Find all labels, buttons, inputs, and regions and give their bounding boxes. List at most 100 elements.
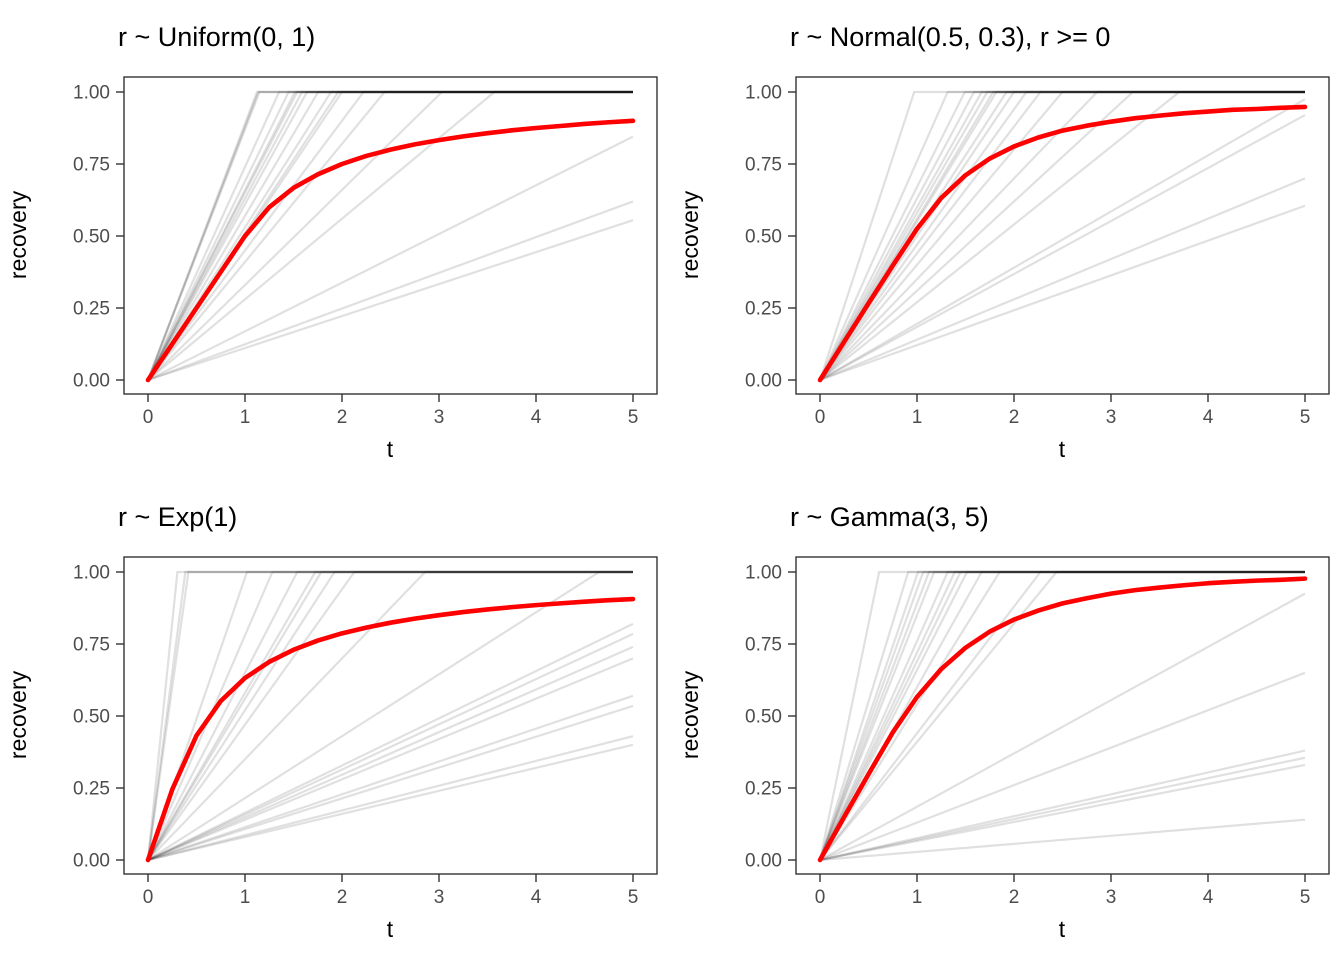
y-tick-label: 0.50 <box>745 707 782 728</box>
y-tick-label: 0.50 <box>73 707 110 728</box>
recovery-trajectory-line <box>147 570 633 861</box>
recovery-trajectory-line <box>147 632 634 861</box>
x-tick-label: 1 <box>240 887 251 908</box>
recovery-trajectory-line <box>146 90 633 381</box>
x-tick-label: 1 <box>240 407 251 428</box>
recovery-trajectory-line <box>819 671 1306 862</box>
recovery-trajectory-line <box>819 749 1306 862</box>
y-tick-label: 1.00 <box>745 83 782 104</box>
recovery-trajectory-line <box>146 90 633 381</box>
y-tick-label: 1.00 <box>745 563 782 584</box>
recovery-trajectory-line <box>147 570 633 861</box>
recovery-trajectory-line <box>147 135 634 381</box>
x-axis-title: t <box>1059 916 1066 942</box>
y-tick-label: 0.25 <box>73 299 110 320</box>
plot-exp: 0 1 2 3 4 50.000.250.500.751.00 r ~ Exp(1) t … <box>5 502 658 942</box>
x-tick-label: 3 <box>1106 407 1117 428</box>
recovery-trajectory-line <box>819 763 1306 862</box>
recovery-trajectory-line <box>147 735 634 862</box>
recovery-trajectory-line <box>819 90 1305 381</box>
recovery-trajectory-line <box>819 570 1305 861</box>
y-tick-label: 0.75 <box>745 635 782 656</box>
y-axis-title: recovery <box>677 190 703 279</box>
recovery-trajectory-line <box>147 90 633 381</box>
y-axis-title: recovery <box>5 190 31 279</box>
plot-area-border <box>123 556 658 875</box>
x-tick-label: 5 <box>1300 407 1311 428</box>
recovery-trajectory-line <box>146 570 633 861</box>
recovery-trajectory-line <box>819 114 1306 381</box>
recovery-trajectory-line <box>819 90 1305 381</box>
recovery-trajectory-line <box>819 90 1305 381</box>
recovery-trajectory-line <box>819 90 1305 381</box>
plot-area-border <box>795 76 1330 395</box>
recovery-trajectory-line <box>818 570 1305 861</box>
y-tick-label: 0.00 <box>745 851 782 872</box>
panel-gamma: 0 1 2 3 4 5 0.00 0.25 0.50 0.75 1.00 r ~ Gamma(3, … <box>672 480 1344 960</box>
x-tick-label: 5 <box>628 407 639 428</box>
x-tick-label: 3 <box>434 407 445 428</box>
mean-recovery-line <box>145 118 636 383</box>
x-tick-label: 5 <box>1300 887 1311 908</box>
x-tick-label: 2 <box>337 887 348 908</box>
recovery-trajectory-line <box>819 90 1305 381</box>
recovery-trajectory-line <box>818 570 1305 861</box>
recovery-trajectory-line <box>818 90 1305 381</box>
y-tick-label: 0.25 <box>73 779 110 800</box>
recovery-trajectory-line <box>147 570 633 861</box>
recovery-trajectory-line <box>819 592 1306 861</box>
recovery-trajectory-line <box>147 90 633 381</box>
recovery-trajectory-line <box>147 704 634 862</box>
recovery-trajectory-line <box>819 818 1306 862</box>
plot-area-border <box>123 76 658 395</box>
y-tick-label: 1.00 <box>73 83 110 104</box>
panel-exp: 0 1 2 3 4 5 0.00 0.25 0.50 0.75 1.00 r ~ Exp(1) t … <box>0 480 672 960</box>
recovery-trajectory-line <box>819 570 1305 861</box>
recovery-trajectory-line <box>147 570 633 861</box>
x-tick-label: 4 <box>1203 407 1214 428</box>
plot-uniform: 0 1 2 3 4 5 0.00 0.25 0.50 0.75 1.00 r ~ Uniform(0… <box>5 22 658 462</box>
recovery-trajectory-line <box>147 200 634 382</box>
recovery-trajectory-line <box>146 570 633 861</box>
recovery-trajectory-line <box>147 90 633 381</box>
y-tick-label: 0.25 <box>745 779 782 800</box>
plot-title: r ~ Gamma(3, 5) <box>790 502 989 532</box>
recovery-trajectory-line <box>818 570 1305 861</box>
recovery-trajectory-line <box>819 177 1306 382</box>
recovery-trajectory-line <box>819 90 1305 381</box>
y-tick-label: 0.75 <box>73 155 110 176</box>
x-tick-label: 5 <box>628 887 639 908</box>
y-tick-label: 0.25 <box>745 299 782 320</box>
mean-recovery-line <box>817 104 1308 383</box>
axis-ticks: 0 1 2 3 4 5 0.00 0.25 0.50 0.75 1.00 <box>73 83 638 429</box>
recovery-trajectory-line <box>146 90 633 381</box>
recovery-trajectory-line <box>147 570 633 861</box>
y-axis-title: recovery <box>677 670 703 759</box>
trajectory-lines <box>145 570 636 863</box>
x-axis-title: t <box>387 916 394 942</box>
axis-ticks: 0 1 2 3 4 5 0.00 0.25 0.50 0.75 1.00 <box>745 83 1310 429</box>
y-tick-label: 0.75 <box>73 635 110 656</box>
mean-recovery-line <box>817 576 1308 863</box>
plot-gamma: 0 1 2 3 4 5 0.00 0.25 0.50 0.75 1.00 r ~ Gamma(3, … <box>677 502 1330 942</box>
trajectory-lines <box>817 90 1308 383</box>
recovery-trajectory-line <box>147 694 634 862</box>
recovery-trajectory-line <box>147 570 633 861</box>
panel-normal: 0 1 2 3 4 5 0.00 0.25 0.50 0.75 1.00 r ~ Normal(0.… <box>672 0 1344 480</box>
recovery-trajectory-line <box>147 90 633 381</box>
recovery-trajectory-line <box>818 90 1305 381</box>
recovery-trajectory-line <box>819 570 1305 861</box>
recovery-trajectory-line <box>147 90 633 381</box>
plot-title: r ~ Exp(1) <box>118 502 237 532</box>
x-tick-label: 1 <box>912 407 923 428</box>
recovery-trajectory-line <box>147 570 633 861</box>
plot-normal: 0 1 2 3 4 5 0.00 0.25 0.50 0.75 1.00 r ~ Normal(0.… <box>677 22 1330 462</box>
x-tick-label: 3 <box>1106 887 1117 908</box>
recovery-trajectory-line <box>147 90 633 381</box>
recovery-trajectory-line <box>818 570 1305 861</box>
recovery-trajectory-line <box>147 743 634 862</box>
y-tick-label: 0.00 <box>745 371 782 392</box>
recovery-trajectory-line <box>818 570 1305 861</box>
trajectory-lines <box>145 90 636 383</box>
